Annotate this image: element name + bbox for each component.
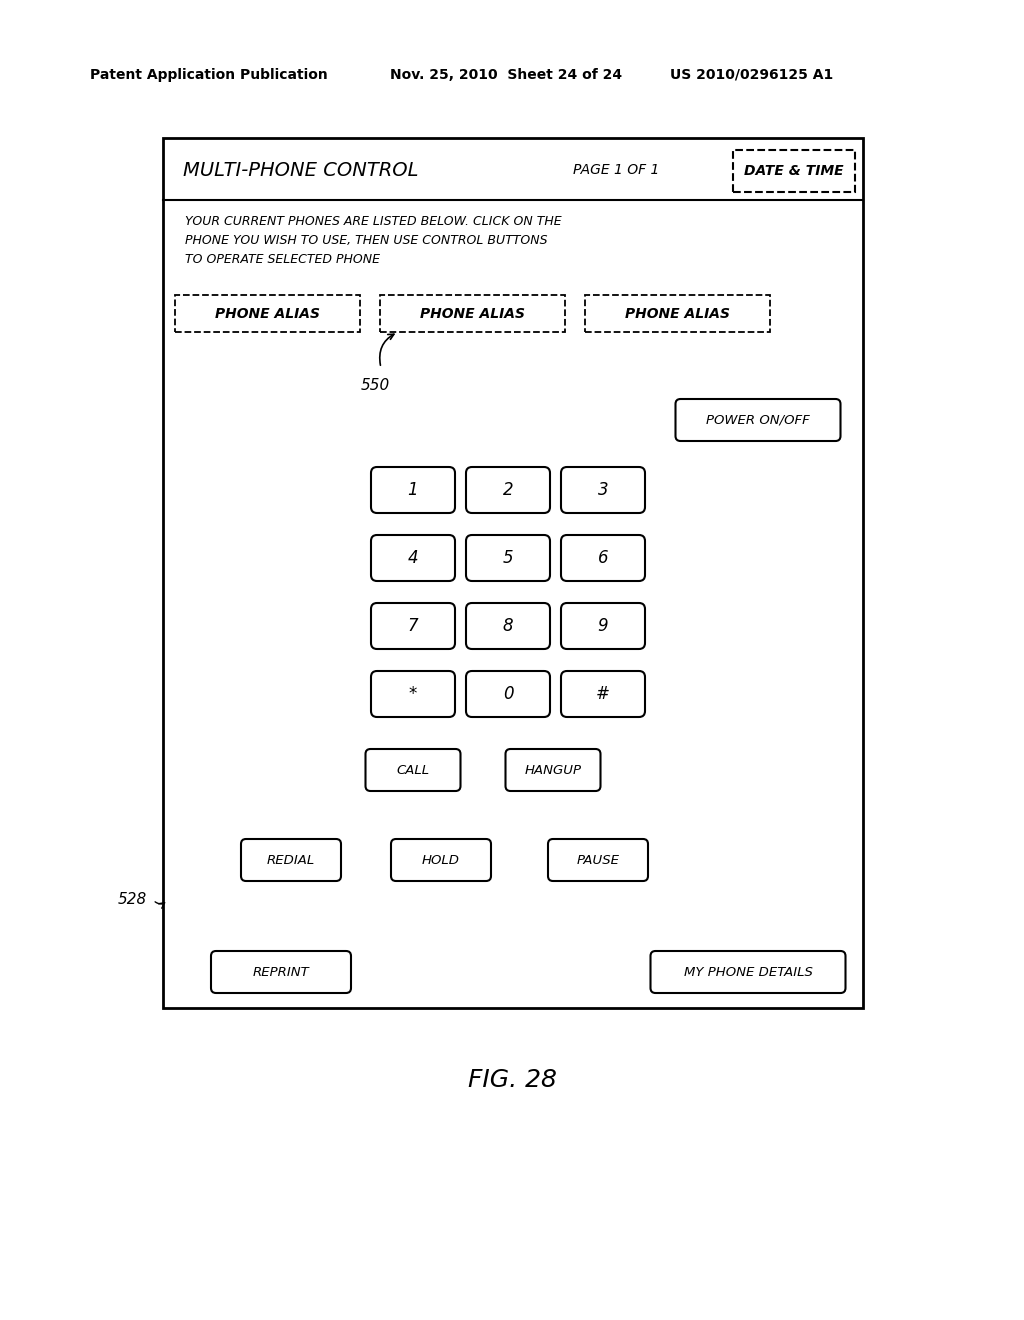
FancyBboxPatch shape xyxy=(371,671,455,717)
Text: PAUSE: PAUSE xyxy=(577,854,620,866)
Text: Patent Application Publication: Patent Application Publication xyxy=(90,69,328,82)
Text: MULTI-PHONE CONTROL: MULTI-PHONE CONTROL xyxy=(183,161,419,180)
Text: HANGUP: HANGUP xyxy=(524,763,582,776)
Text: MY PHONE DETAILS: MY PHONE DETAILS xyxy=(684,965,812,978)
FancyBboxPatch shape xyxy=(371,467,455,513)
FancyBboxPatch shape xyxy=(380,294,565,333)
FancyBboxPatch shape xyxy=(561,535,645,581)
FancyBboxPatch shape xyxy=(466,535,550,581)
Text: PAGE 1 OF 1: PAGE 1 OF 1 xyxy=(573,162,659,177)
Text: US 2010/0296125 A1: US 2010/0296125 A1 xyxy=(670,69,834,82)
FancyBboxPatch shape xyxy=(466,671,550,717)
Text: PHONE ALIAS: PHONE ALIAS xyxy=(420,306,525,321)
Text: 6: 6 xyxy=(598,549,608,568)
Text: 3: 3 xyxy=(598,480,608,499)
FancyBboxPatch shape xyxy=(366,748,461,791)
FancyBboxPatch shape xyxy=(548,840,648,880)
Text: 550: 550 xyxy=(361,378,390,392)
Text: PHONE ALIAS: PHONE ALIAS xyxy=(215,306,319,321)
FancyBboxPatch shape xyxy=(466,603,550,649)
FancyBboxPatch shape xyxy=(175,294,360,333)
Text: 4: 4 xyxy=(408,549,419,568)
FancyBboxPatch shape xyxy=(371,603,455,649)
Text: CALL: CALL xyxy=(396,763,429,776)
Text: 2: 2 xyxy=(503,480,513,499)
FancyBboxPatch shape xyxy=(163,139,863,1008)
FancyBboxPatch shape xyxy=(561,467,645,513)
Text: YOUR CURRENT PHONES ARE LISTED BELOW. CLICK ON THE
PHONE YOU WISH TO USE, THEN U: YOUR CURRENT PHONES ARE LISTED BELOW. CL… xyxy=(185,215,561,267)
FancyBboxPatch shape xyxy=(506,748,600,791)
FancyBboxPatch shape xyxy=(676,399,841,441)
Text: FIG. 28: FIG. 28 xyxy=(468,1068,556,1092)
FancyBboxPatch shape xyxy=(241,840,341,880)
Text: 8: 8 xyxy=(503,616,513,635)
FancyBboxPatch shape xyxy=(733,150,855,191)
FancyBboxPatch shape xyxy=(466,467,550,513)
FancyBboxPatch shape xyxy=(585,294,770,333)
Text: POWER ON/OFF: POWER ON/OFF xyxy=(707,413,810,426)
Text: 5: 5 xyxy=(503,549,513,568)
Text: REPRINT: REPRINT xyxy=(253,965,309,978)
Text: 9: 9 xyxy=(598,616,608,635)
Text: *: * xyxy=(409,685,417,704)
Text: PHONE ALIAS: PHONE ALIAS xyxy=(625,306,730,321)
Text: #: # xyxy=(596,685,610,704)
FancyBboxPatch shape xyxy=(650,950,846,993)
FancyBboxPatch shape xyxy=(391,840,490,880)
Text: 7: 7 xyxy=(408,616,419,635)
Text: REDIAL: REDIAL xyxy=(267,854,315,866)
FancyBboxPatch shape xyxy=(211,950,351,993)
Text: Nov. 25, 2010  Sheet 24 of 24: Nov. 25, 2010 Sheet 24 of 24 xyxy=(390,69,623,82)
FancyBboxPatch shape xyxy=(371,535,455,581)
Text: DATE & TIME: DATE & TIME xyxy=(744,164,844,178)
Text: 1: 1 xyxy=(408,480,419,499)
Text: 0: 0 xyxy=(503,685,513,704)
FancyBboxPatch shape xyxy=(561,671,645,717)
Text: 528: 528 xyxy=(118,892,147,908)
FancyBboxPatch shape xyxy=(561,603,645,649)
Text: HOLD: HOLD xyxy=(422,854,460,866)
